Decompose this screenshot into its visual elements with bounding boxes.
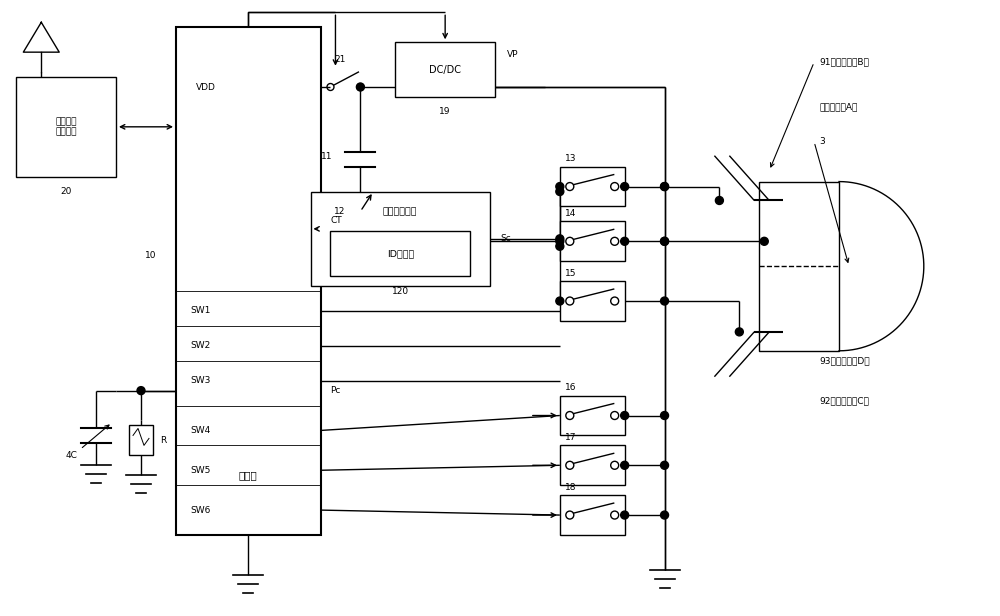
Text: 17: 17: [565, 433, 576, 442]
Text: Sc: Sc: [500, 234, 511, 243]
Text: 3: 3: [819, 137, 825, 146]
Circle shape: [661, 511, 669, 519]
Text: SW1: SW1: [191, 307, 211, 315]
Text: 16: 16: [565, 383, 576, 392]
Text: VDD: VDD: [196, 83, 216, 92]
Text: 15: 15: [565, 269, 576, 278]
Text: R: R: [160, 436, 166, 445]
Text: 20: 20: [61, 187, 72, 196]
Circle shape: [661, 411, 669, 419]
Text: 控制器: 控制器: [239, 470, 258, 480]
Text: 10: 10: [145, 251, 157, 260]
Bar: [560, 221, 625, 261]
Circle shape: [661, 182, 669, 190]
Circle shape: [556, 187, 564, 195]
Bar: [560, 495, 625, 535]
Text: SW2: SW2: [191, 341, 211, 351]
Circle shape: [661, 237, 669, 245]
Bar: [176, 27, 320, 535]
Circle shape: [556, 182, 564, 190]
Circle shape: [556, 242, 564, 250]
Text: 91（周边电极B）: 91（周边电极B）: [819, 58, 869, 67]
Circle shape: [661, 297, 669, 305]
Text: 18: 18: [565, 483, 576, 492]
Bar: [759, 182, 839, 351]
Circle shape: [621, 511, 629, 519]
Circle shape: [661, 461, 669, 469]
Text: SW4: SW4: [191, 426, 211, 435]
Circle shape: [735, 328, 743, 336]
Circle shape: [621, 237, 629, 245]
Text: 120: 120: [392, 286, 409, 296]
Text: SW6: SW6: [191, 506, 211, 514]
Text: 19: 19: [439, 107, 451, 116]
Text: DC/DC: DC/DC: [429, 65, 461, 75]
Bar: [330, 232, 470, 276]
Text: 21: 21: [335, 55, 346, 63]
Text: 11: 11: [321, 152, 332, 161]
Circle shape: [556, 235, 564, 243]
Text: VP: VP: [507, 50, 518, 59]
Text: SW3: SW3: [191, 376, 211, 385]
Bar: [129, 426, 153, 455]
Circle shape: [556, 297, 564, 305]
Text: 92（周边电极C）: 92（周边电极C）: [819, 396, 869, 405]
Text: CT: CT: [330, 216, 342, 225]
Circle shape: [661, 182, 669, 190]
Circle shape: [356, 83, 364, 91]
Text: 4C: 4C: [65, 451, 77, 460]
Text: 信号生成电路: 信号生成电路: [383, 207, 418, 216]
Circle shape: [621, 461, 629, 469]
Text: 14: 14: [565, 209, 576, 218]
Text: （中心电极A）: （中心电极A）: [819, 102, 857, 111]
Text: Pc: Pc: [330, 386, 341, 395]
Bar: [560, 395, 625, 436]
Bar: [560, 445, 625, 485]
Text: ID附加部: ID附加部: [387, 249, 414, 258]
Bar: [560, 281, 625, 321]
Circle shape: [661, 237, 669, 245]
Bar: [311, 192, 490, 286]
Bar: [16, 77, 116, 177]
Text: SW5: SW5: [191, 466, 211, 475]
Circle shape: [556, 237, 564, 245]
Text: 93（周边电极D）: 93（周边电极D）: [819, 356, 870, 365]
Bar: [560, 167, 625, 206]
Circle shape: [621, 411, 629, 419]
Circle shape: [621, 182, 629, 190]
Text: 无线信号
通信电路: 无线信号 通信电路: [55, 117, 77, 137]
Text: 13: 13: [565, 154, 576, 163]
Text: 12: 12: [334, 207, 345, 216]
Circle shape: [137, 387, 145, 395]
Bar: [395, 43, 495, 97]
Circle shape: [715, 197, 723, 205]
Circle shape: [760, 237, 768, 245]
